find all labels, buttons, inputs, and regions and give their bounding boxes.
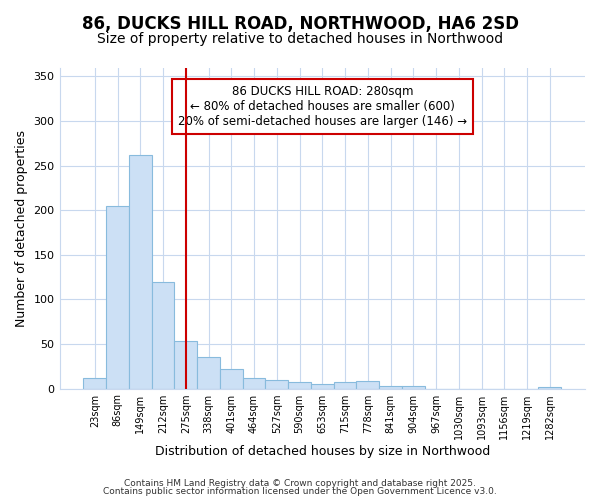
Bar [242,378,265,388]
Bar [379,386,402,388]
Title: 86, DUCKS HILL ROAD, NORTHWOOD, HA6 2SD: 86, DUCKS HILL ROAD, NORTHWOOD, HA6 2SD [0,499,1,500]
Bar [83,378,106,388]
Bar [197,358,220,388]
Bar [106,206,129,388]
Text: Contains public sector information licensed under the Open Government Licence v3: Contains public sector information licen… [103,487,497,496]
Text: Size of property relative to detached houses in Northwood: Size of property relative to detached ho… [97,32,503,46]
Bar [311,384,334,388]
Bar [129,155,152,388]
Bar [152,282,175,389]
Bar [175,342,197,388]
Bar [220,369,242,388]
Bar [288,382,311,388]
Bar [402,386,425,388]
Bar [538,387,561,388]
Y-axis label: Number of detached properties: Number of detached properties [15,130,28,326]
Bar [356,380,379,388]
Text: Contains HM Land Registry data © Crown copyright and database right 2025.: Contains HM Land Registry data © Crown c… [124,478,476,488]
Text: 86 DUCKS HILL ROAD: 280sqm
← 80% of detached houses are smaller (600)
20% of sem: 86 DUCKS HILL ROAD: 280sqm ← 80% of deta… [178,85,467,128]
Bar [265,380,288,388]
Bar [334,382,356,388]
X-axis label: Distribution of detached houses by size in Northwood: Distribution of detached houses by size … [155,444,490,458]
Text: 86, DUCKS HILL ROAD, NORTHWOOD, HA6 2SD: 86, DUCKS HILL ROAD, NORTHWOOD, HA6 2SD [82,15,518,33]
